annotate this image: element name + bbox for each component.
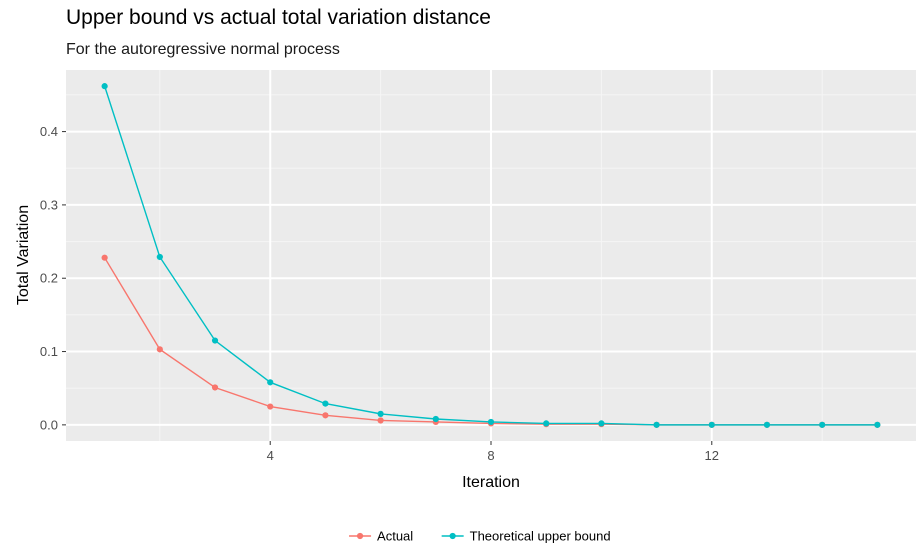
y-tick-label: 0.0 (40, 417, 58, 432)
data-point (156, 253, 163, 261)
data-point (819, 421, 826, 428)
data-point (267, 403, 274, 410)
grid-major (66, 70, 916, 441)
data-point (874, 421, 881, 428)
series-layer (101, 83, 881, 428)
data-point (322, 412, 329, 419)
legend-label: Theoretical upper bound (470, 529, 611, 544)
data-point (653, 421, 660, 428)
y-tick-label: 0.3 (40, 197, 58, 212)
legend-label: Actual (377, 529, 413, 544)
data-point (322, 400, 329, 407)
data-point (708, 421, 715, 428)
chart-title: Upper bound vs actual total variation di… (66, 6, 491, 29)
data-point (487, 418, 495, 426)
x-tick-label: 8 (487, 448, 494, 463)
legend-key-point (356, 532, 364, 540)
y-tick-label: 0.2 (40, 271, 58, 286)
y-tick-label: 0.4 (40, 124, 58, 139)
legend-key-point (449, 532, 456, 540)
legend: Actual Theoretical upper bound (349, 529, 611, 544)
data-point (211, 337, 219, 344)
data-point (432, 415, 439, 423)
y-axis-title: Total Variation (15, 205, 32, 305)
data-point (377, 417, 384, 424)
data-point (543, 420, 550, 427)
x-axis-title: Iteration (462, 474, 520, 491)
data-point (763, 421, 771, 428)
data-point (101, 254, 108, 261)
data-point (598, 420, 605, 427)
y-tick-label: 0.1 (40, 344, 58, 359)
x-tick-label: 12 (705, 448, 719, 463)
data-point (267, 379, 274, 386)
data-point (156, 346, 163, 353)
chart-subtitle: For the autoregressive normal process (66, 41, 340, 58)
data-point (101, 83, 108, 90)
axis-ticks: 4 8 12 0.0 0.1 0.2 0.3 0.4 (40, 124, 719, 463)
data-point (377, 410, 384, 417)
x-tick-label: 4 (267, 448, 274, 463)
data-point (211, 384, 219, 391)
